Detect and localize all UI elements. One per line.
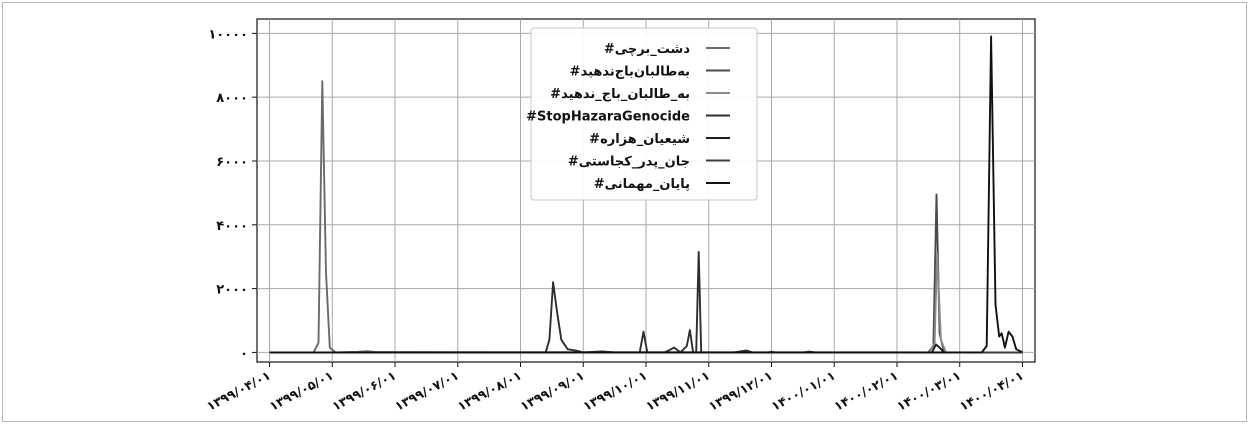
x-tick-label: ۱۳۹۹/۰۴/۰۱ (204, 367, 273, 413)
legend-label-6: #پایان_مهمانی (594, 177, 690, 192)
y-tick-label: ۰ (240, 346, 248, 361)
legend-label-1: #به‌طالبان‌باج‌ندهید (570, 65, 690, 80)
series-lines (269, 35, 1023, 354)
legend: #دشت_برچی #به‌طالبان‌باج‌ندهید #به_طالبان_… (526, 27, 758, 201)
legend-label-5: #جان_پدر_کجاستی (568, 155, 690, 170)
x-tick-label: ۱۴۰۰/۰۲/۰۱ (831, 367, 900, 413)
legend-label-2: #به_طالبان_باج_ندهید (550, 87, 690, 102)
y-tick-label: ۴۰۰۰ (216, 219, 248, 234)
x-tick-label: ۱۳۹۹/۰۷/۰۱ (392, 367, 461, 413)
x-tick-label: ۱۳۹۹/۰۸/۰۱ (455, 367, 524, 413)
x-tick-label: ۱۴۰۰/۰۱/۰۱ (769, 367, 838, 413)
y-axis-ticks: ۰ ۲۰۰۰ ۴۰۰۰ ۶۰۰۰ ۸۰۰۰ ۱۰۰۰۰ (208, 27, 257, 361)
x-tick-label: ۱۳۹۹/۰۵/۰۱ (267, 367, 336, 413)
figure-frame (2, 2, 1247, 422)
y-tick-label: ۶۰۰۰ (216, 155, 248, 170)
x-tick-label: ۱۳۹۹/۱۰/۰۱ (580, 367, 649, 413)
series-line-6 (269, 35, 1023, 354)
y-tick-label: ۱۰۰۰۰ (208, 27, 248, 42)
x-tick-label: ۱۳۹۹/۰۶/۰۱ (329, 367, 398, 413)
x-tick-label: ۱۴۰۰/۰۴/۰۱ (957, 367, 1026, 413)
x-axis-ticks: ۱۳۹۹/۰۴/۰۱۱۳۹۹/۰۵/۰۱۱۳۹۹/۰۶/۰۱۱۳۹۹/۰۷/۰۱… (204, 362, 1026, 414)
x-tick-label: ۱۴۰۰/۰۳/۰۱ (894, 367, 963, 413)
y-tick-label: ۲۰۰۰ (216, 283, 248, 298)
legend-label-3: #StopHazaraGenocide (526, 110, 690, 125)
x-tick-label: ۱۳۹۹/۱۲/۰۱ (706, 367, 775, 413)
legend-label-4: #شیعیان_هزاره (589, 132, 690, 147)
legend-label-0: #دشت_برچی (604, 42, 690, 57)
x-tick-label: ۱۳۹۹/۱۱/۰۱ (643, 367, 712, 413)
x-tick-label: ۱۳۹۹/۰۹/۰۱ (518, 367, 587, 413)
y-tick-label: ۸۰۰۰ (216, 91, 248, 106)
legend-box (530, 27, 758, 201)
